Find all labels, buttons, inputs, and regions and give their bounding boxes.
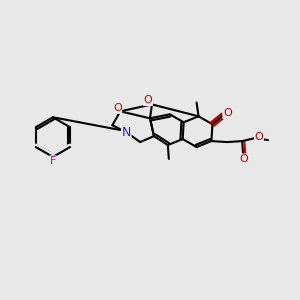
Text: O: O [255,132,263,142]
Text: N: N [122,126,131,139]
Text: O: O [240,154,248,164]
Text: F: F [50,156,56,166]
Text: O: O [113,103,122,113]
Text: O: O [223,108,232,118]
Text: O: O [144,95,152,106]
